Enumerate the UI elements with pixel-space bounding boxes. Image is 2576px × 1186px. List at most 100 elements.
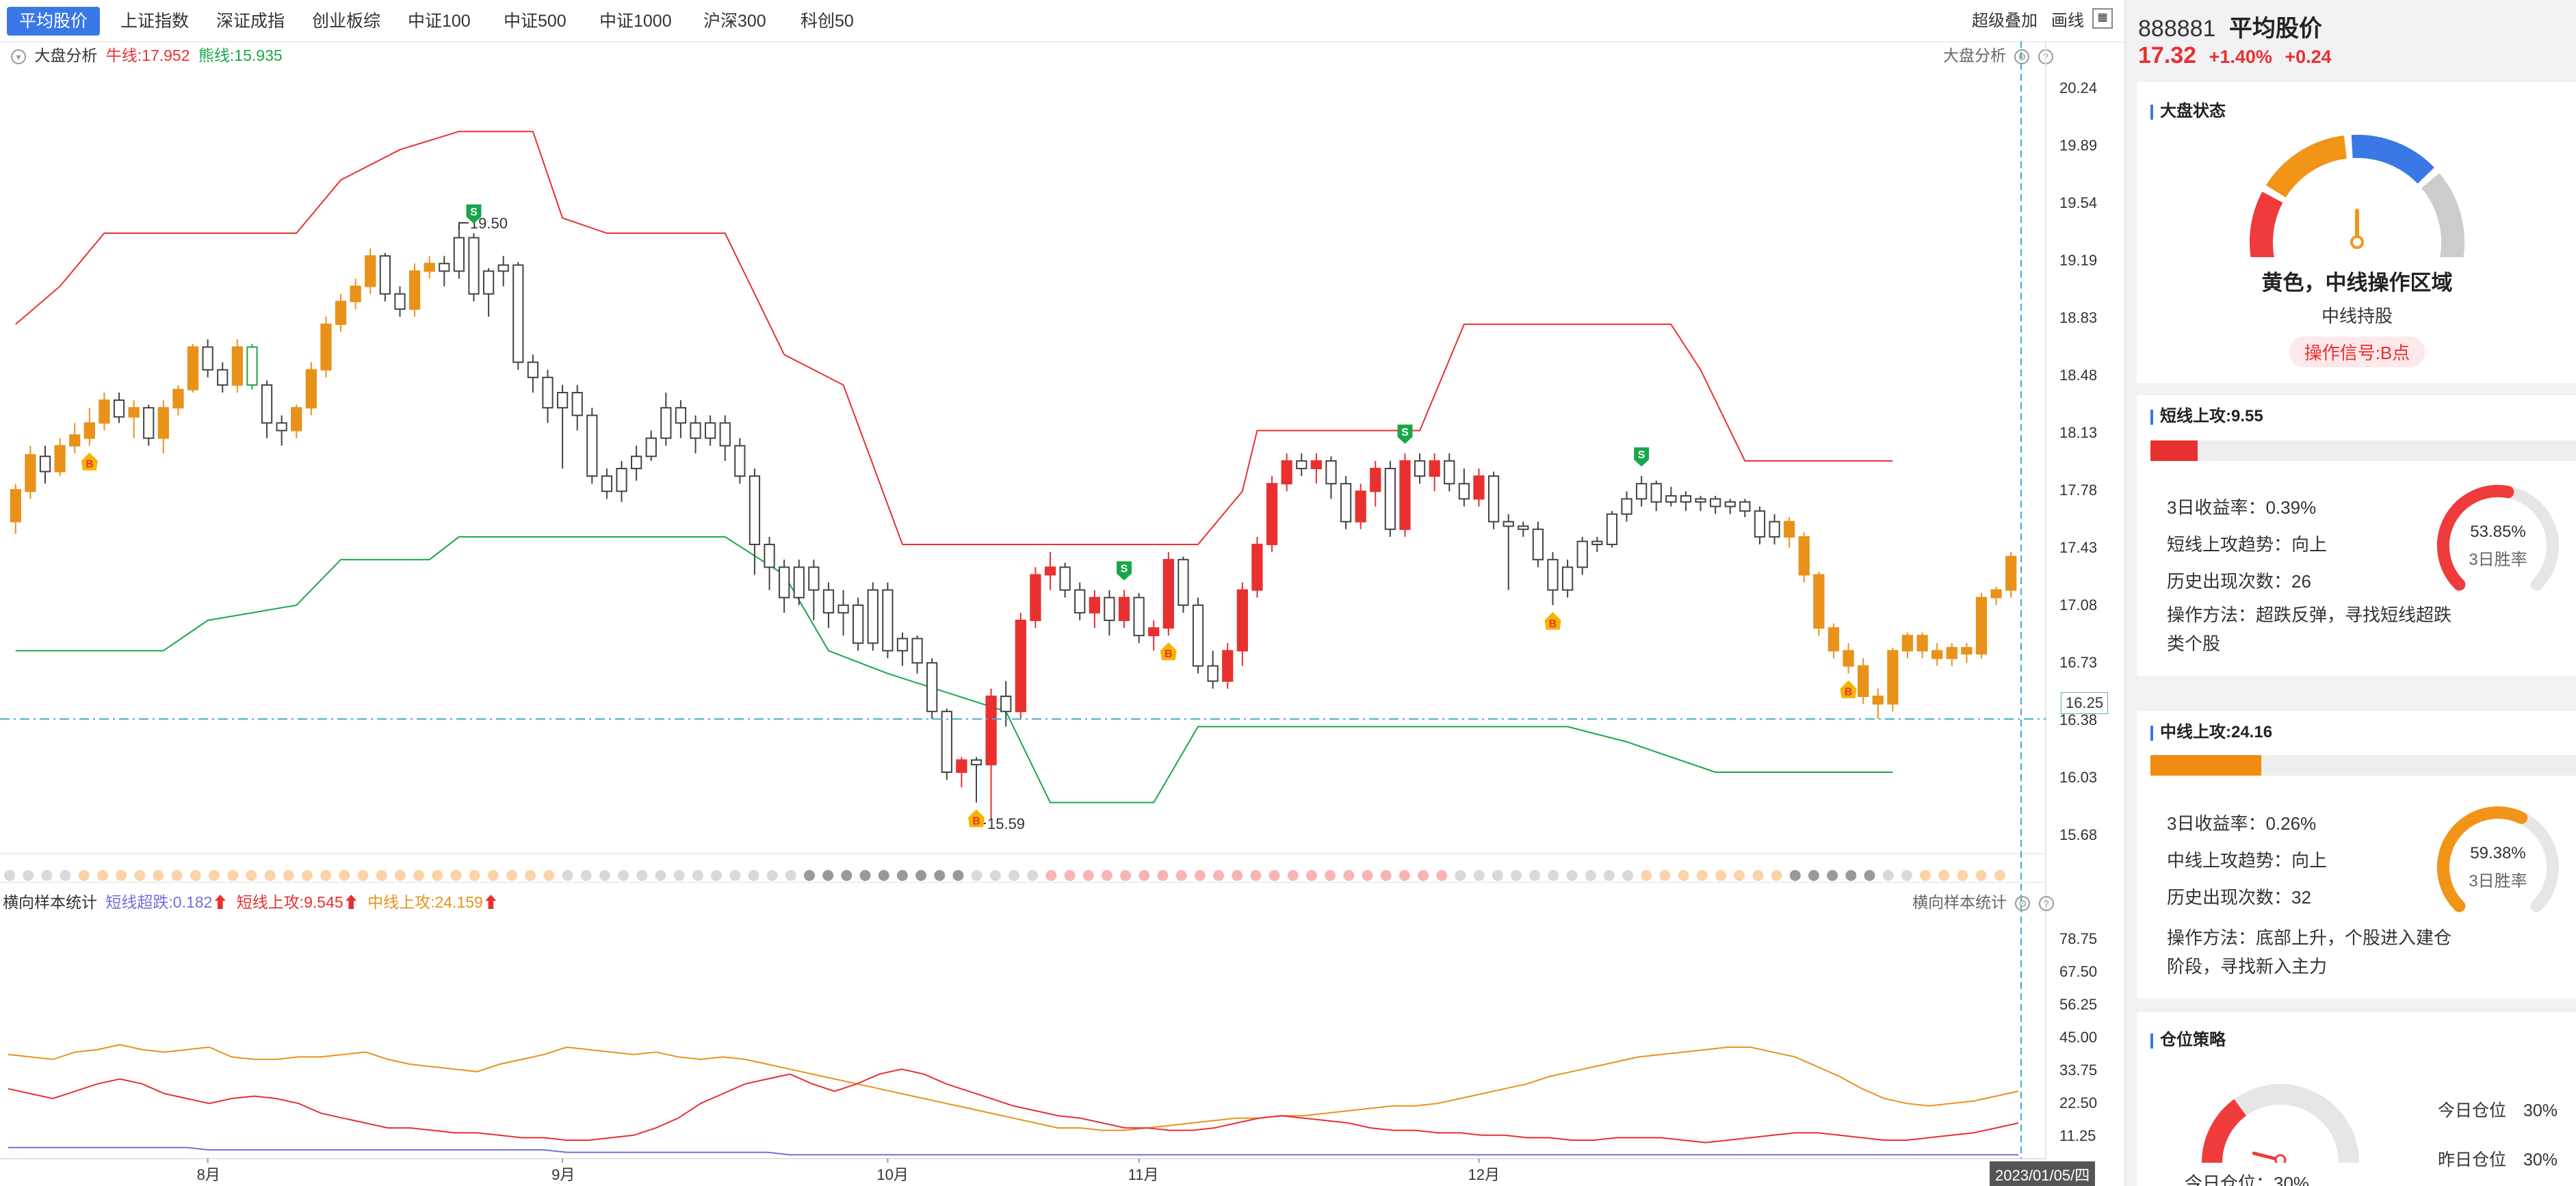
candle [867, 582, 879, 651]
sell-signal-marker: S [1397, 424, 1413, 444]
candle-body [83, 422, 95, 439]
candle [601, 469, 613, 499]
candle-body [1813, 574, 1825, 629]
candle-body [1487, 475, 1500, 523]
status-dot [1678, 870, 1689, 881]
status-dot [1139, 870, 1150, 881]
buy-signal-shape [967, 809, 985, 828]
overlay-button[interactable]: 超级叠加 [1972, 12, 2038, 30]
status-dot [562, 870, 573, 881]
candle [83, 408, 95, 446]
tab-2[interactable]: 深证成指 [216, 12, 285, 31]
candle [1044, 552, 1056, 590]
stock-price: 17.32 [2138, 42, 2197, 68]
status-dot [1343, 870, 1355, 881]
candle-body [779, 566, 790, 598]
status-dot [822, 870, 834, 881]
status-dot [1027, 870, 1039, 881]
status-dot [1305, 870, 1317, 881]
status-dot [432, 870, 443, 881]
position-bottom-text: 今日仓位：30% [2185, 1173, 2310, 1186]
status-dot [766, 870, 778, 881]
candle-body [1621, 498, 1632, 515]
tab-3[interactable]: 创业板综 [312, 12, 381, 31]
candle [764, 536, 775, 590]
candle-body [1340, 483, 1352, 523]
candle-body [497, 264, 509, 272]
candle-body [660, 407, 672, 439]
operation-signal-badge: 操作信号:B点 [2289, 337, 2425, 367]
status-dot [96, 870, 108, 881]
candle [675, 400, 687, 438]
candle [822, 582, 835, 629]
candle [25, 445, 36, 499]
short-attack-count: 历史出现次数：26 [2167, 571, 2311, 592]
candle [172, 384, 184, 416]
candle [542, 369, 554, 423]
status-dot [339, 870, 350, 881]
candle [1813, 571, 1825, 636]
status-dot [1845, 870, 1857, 881]
status-dot [1752, 870, 1764, 881]
market-status-title: 大盘状态 [2160, 102, 2226, 120]
settings-icon[interactable]: ⚙ [2014, 49, 2030, 64]
sell-signal-shape [466, 204, 482, 224]
position-gauge-value [2202, 1098, 2247, 1163]
x-tick-label: 12月 [1468, 1166, 1500, 1183]
candle [497, 256, 509, 287]
status-dot [1696, 870, 1708, 881]
candle-body [1532, 528, 1544, 561]
tab-4[interactable]: 中证100 [408, 12, 471, 31]
mid-attack-count: 历史出现次数：32 [2167, 887, 2311, 908]
tab-8[interactable]: 科创50 [801, 12, 854, 31]
candle-body [1444, 460, 1455, 485]
tab-6[interactable]: 中证1000 [599, 12, 672, 31]
candle-body [424, 263, 435, 272]
candle-body [571, 392, 583, 417]
candle [1635, 476, 1648, 507]
candle [1975, 593, 1988, 659]
tab-0[interactable]: 平均股价 [7, 7, 101, 36]
candle [1281, 453, 1292, 492]
bear-line-value: 熊线:15.935 [198, 47, 283, 64]
status-dot [394, 870, 406, 881]
candle [1502, 514, 1514, 590]
candle-body [1384, 468, 1396, 530]
candle-body [822, 589, 835, 614]
grid-layout-icon[interactable]: ▦ [2092, 8, 2113, 29]
candle-body [956, 759, 967, 773]
sell-signal-shape [1117, 561, 1132, 581]
candle [1384, 460, 1396, 537]
draw-line-button[interactable]: 画线 [2051, 12, 2084, 30]
help-icon[interactable]: ? [2038, 895, 2054, 911]
candle-body [1576, 540, 1588, 568]
mid-attack-method: 操作方法：底部上升，个股进入建仓阶段，寻找新入主力 [2167, 927, 2452, 977]
candle-body [172, 388, 184, 409]
status-dot [1715, 870, 1727, 881]
candle [926, 658, 938, 720]
tab-5[interactable]: 中证500 [504, 12, 567, 31]
sell-signal-shape [1397, 424, 1413, 444]
candle [1724, 499, 1736, 514]
tab-1[interactable]: 上证指数 [120, 12, 190, 31]
tab-7[interactable]: 沪深300 [703, 12, 766, 31]
status-dot [915, 870, 927, 881]
status-dot [859, 870, 871, 881]
candle [1118, 590, 1130, 629]
y-tick-label: 17.43 [2059, 539, 2098, 556]
candle-body [1429, 460, 1440, 477]
candle-body [1370, 468, 1381, 492]
candle-body [1399, 460, 1411, 530]
dropdown-toggle-icon[interactable]: ▾ [11, 49, 26, 64]
candle-body [113, 399, 125, 418]
candle-body [527, 361, 539, 378]
candle-body [1710, 498, 1721, 508]
status-dot [1269, 870, 1280, 881]
candle [853, 597, 864, 651]
buy-signal-marker: B [81, 452, 98, 471]
y-tick-label: 19.54 [2059, 194, 2098, 211]
status-dot [711, 870, 723, 881]
settings-icon[interactable]: ⚙ [2015, 895, 2031, 911]
